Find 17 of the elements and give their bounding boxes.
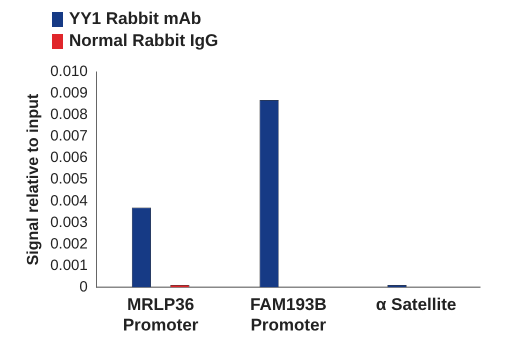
y-tick-label: 0.002 [50,235,88,252]
y-tick-label: 0.001 [50,256,88,274]
y-tick-label: 0 [79,278,88,296]
y-tick-label: 0.005 [50,170,88,188]
legend-label: Normal Rabbit IgG [69,31,218,51]
x-tick-label: FAM193B Promoter [250,295,327,334]
legend-label: YY1 Rabbit mAb [69,9,202,29]
y-tick-label: 0.008 [50,106,88,124]
x-tick-label: α Satellite [376,295,456,314]
y-tick-label: 0.003 [50,214,88,231]
y-tick-label: 0.006 [50,149,88,166]
y-tick-label: 0.004 [50,192,88,210]
x-tick-label: MRLP36 Promoter [122,295,199,334]
y-tick-label: 0.010 [50,63,88,80]
y-tick-label: 0.009 [50,84,88,102]
y-tick-label: 0.007 [50,128,88,145]
y-axis-title: Signal relative to input [25,93,42,266]
